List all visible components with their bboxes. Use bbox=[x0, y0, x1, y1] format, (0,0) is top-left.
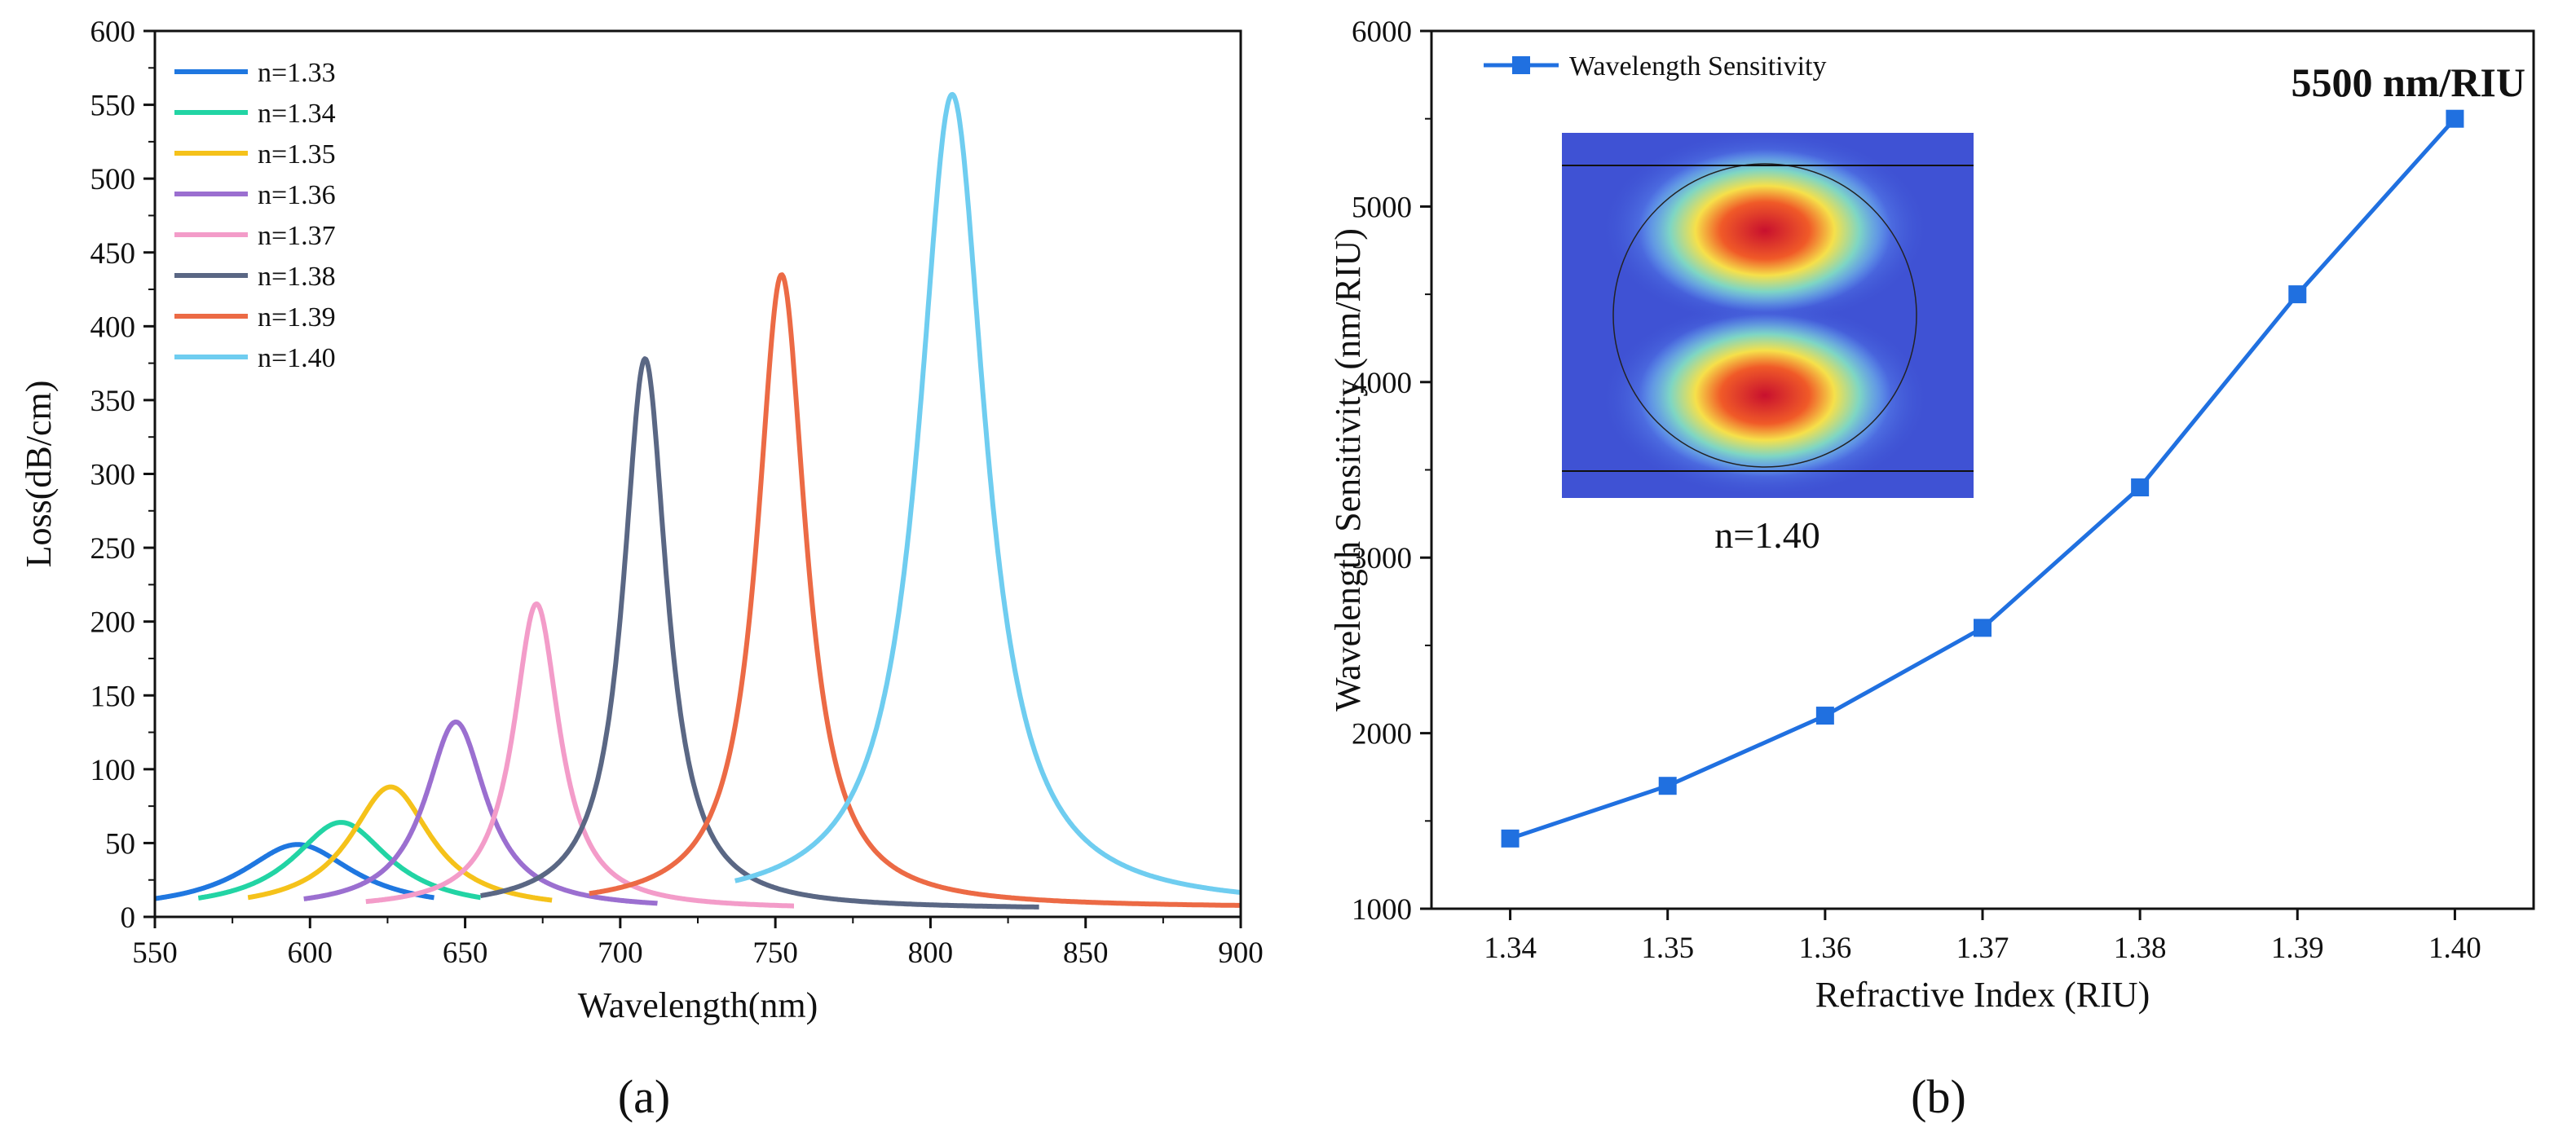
y-tick-label: 500 bbox=[90, 163, 136, 196]
panel-a-y-axis-title: Loss(dB/cm) bbox=[19, 381, 59, 568]
x-tick-label: 750 bbox=[752, 936, 798, 970]
panel-a-curves bbox=[152, 91, 1242, 910]
series-line-n1-39 bbox=[588, 272, 1242, 908]
series-line-n1-37 bbox=[364, 601, 796, 909]
series-line-n1-33 bbox=[152, 842, 436, 901]
legend-label: n=1.37 bbox=[258, 221, 336, 251]
y-tick-label: 450 bbox=[90, 237, 136, 271]
x-tick-label: 850 bbox=[1063, 936, 1109, 970]
y-tick-label: 6000 bbox=[1352, 15, 1412, 49]
y-tick-label: 2000 bbox=[1352, 718, 1412, 751]
y-tick-label: 550 bbox=[90, 90, 136, 123]
series-line-n1-36 bbox=[302, 719, 659, 906]
x-tick-label: 1.35 bbox=[1641, 932, 1694, 965]
x-tick-label: 1.39 bbox=[2271, 932, 2324, 965]
y-tick-label: 0 bbox=[121, 901, 136, 935]
legend-label: n=1.36 bbox=[258, 180, 336, 210]
data-point-marker bbox=[2446, 109, 2464, 128]
legend-label: n=1.39 bbox=[258, 302, 336, 333]
x-tick-label: 1.36 bbox=[1798, 932, 1851, 965]
legend-label: n=1.33 bbox=[258, 58, 336, 88]
panel-a-label: (a) bbox=[618, 1070, 670, 1123]
y-tick-label: 250 bbox=[90, 532, 136, 566]
y-tick-label: 3000 bbox=[1352, 542, 1412, 575]
mode-field-inset: n=1.40 bbox=[1562, 130, 1974, 556]
y-tick-label: 100 bbox=[90, 754, 136, 787]
inset-lobe-top bbox=[1639, 149, 1891, 312]
y-tick-label: 5000 bbox=[1352, 191, 1412, 224]
x-tick-label: 1.40 bbox=[2428, 932, 2481, 965]
x-tick-label: 900 bbox=[1218, 936, 1264, 970]
panel-b: n=1.40 1.34 1.35 1.36 1.37 1.38 1.39 1.40 1000 2… bbox=[1328, 15, 2535, 1123]
data-point-marker bbox=[2131, 478, 2150, 497]
series-line-n1-34 bbox=[196, 820, 483, 901]
data-point-marker bbox=[1974, 619, 1992, 637]
inset-core-boundary bbox=[1612, 163, 1917, 468]
panel-b-y-axis-title: Wavelength Sensitivity (nm/RIU) bbox=[1328, 228, 1368, 711]
series-line-n1-40 bbox=[733, 91, 1242, 895]
panel-b-x-axis-title: Refractive Index (RIU) bbox=[1815, 975, 2150, 1015]
legend-label: n=1.38 bbox=[258, 262, 336, 292]
panel-a: 550 600 650 700 750 800 850 900 0 50 100 150 200 250 3… bbox=[19, 15, 1264, 1123]
legend-label: Wavelength Sensitivity bbox=[1569, 51, 1827, 82]
y-tick-label: 300 bbox=[90, 459, 136, 492]
legend-label: n=1.40 bbox=[258, 343, 336, 373]
legend-label: n=1.35 bbox=[258, 139, 336, 170]
x-tick-label: 600 bbox=[288, 936, 333, 970]
inset-caption: n=1.40 bbox=[1714, 514, 1820, 556]
y-tick-label: 200 bbox=[90, 606, 136, 640]
y-tick-label: 50 bbox=[105, 827, 135, 861]
x-tick-label: 800 bbox=[908, 936, 954, 970]
y-tick-label: 4000 bbox=[1352, 367, 1412, 400]
panel-a-x-axis-title: Wavelength(nm) bbox=[578, 985, 818, 1025]
y-tick-label: 150 bbox=[90, 680, 136, 713]
y-tick-label: 400 bbox=[90, 311, 136, 344]
data-point-marker bbox=[2288, 285, 2307, 304]
panel-b-series bbox=[1501, 109, 2464, 848]
panel-b-label: (b) bbox=[1911, 1070, 1966, 1123]
data-point-marker bbox=[1658, 777, 1677, 795]
legend-marker bbox=[1512, 56, 1530, 74]
max-sensitivity-annotation: 5500 nm/RIU bbox=[2291, 59, 2525, 105]
panel-b-legend: Wavelength Sensitivity bbox=[1484, 51, 1827, 82]
x-tick-label: 1.34 bbox=[1484, 932, 1537, 965]
data-point-marker bbox=[1501, 829, 1520, 848]
y-tick-label: 1000 bbox=[1352, 893, 1412, 927]
inset-lobe-bottom bbox=[1639, 314, 1891, 477]
y-tick-label: 350 bbox=[90, 385, 136, 418]
panel-b-ticks: 1.34 1.35 1.36 1.37 1.38 1.39 1.40 1000 2000 3000… bbox=[1352, 15, 2481, 965]
x-tick-label: 1.37 bbox=[1956, 932, 2009, 965]
x-tick-label: 1.38 bbox=[2114, 932, 2167, 965]
panel-a-legend: n=1.33 n=1.34 n=1.35 n=1.36 n=1.37 n=1.38 n=1.… bbox=[174, 58, 336, 373]
x-tick-label: 650 bbox=[443, 936, 488, 970]
panel-a-ticks: 550 600 650 700 750 800 850 900 0 50 100 150 200 250 3… bbox=[90, 15, 1264, 970]
legend-label: n=1.34 bbox=[258, 99, 336, 129]
x-tick-label: 550 bbox=[132, 936, 178, 970]
data-point-marker bbox=[1815, 707, 1834, 725]
x-tick-label: 700 bbox=[598, 936, 643, 970]
y-tick-label: 600 bbox=[90, 15, 136, 49]
series-line-n1-38 bbox=[479, 356, 1041, 910]
